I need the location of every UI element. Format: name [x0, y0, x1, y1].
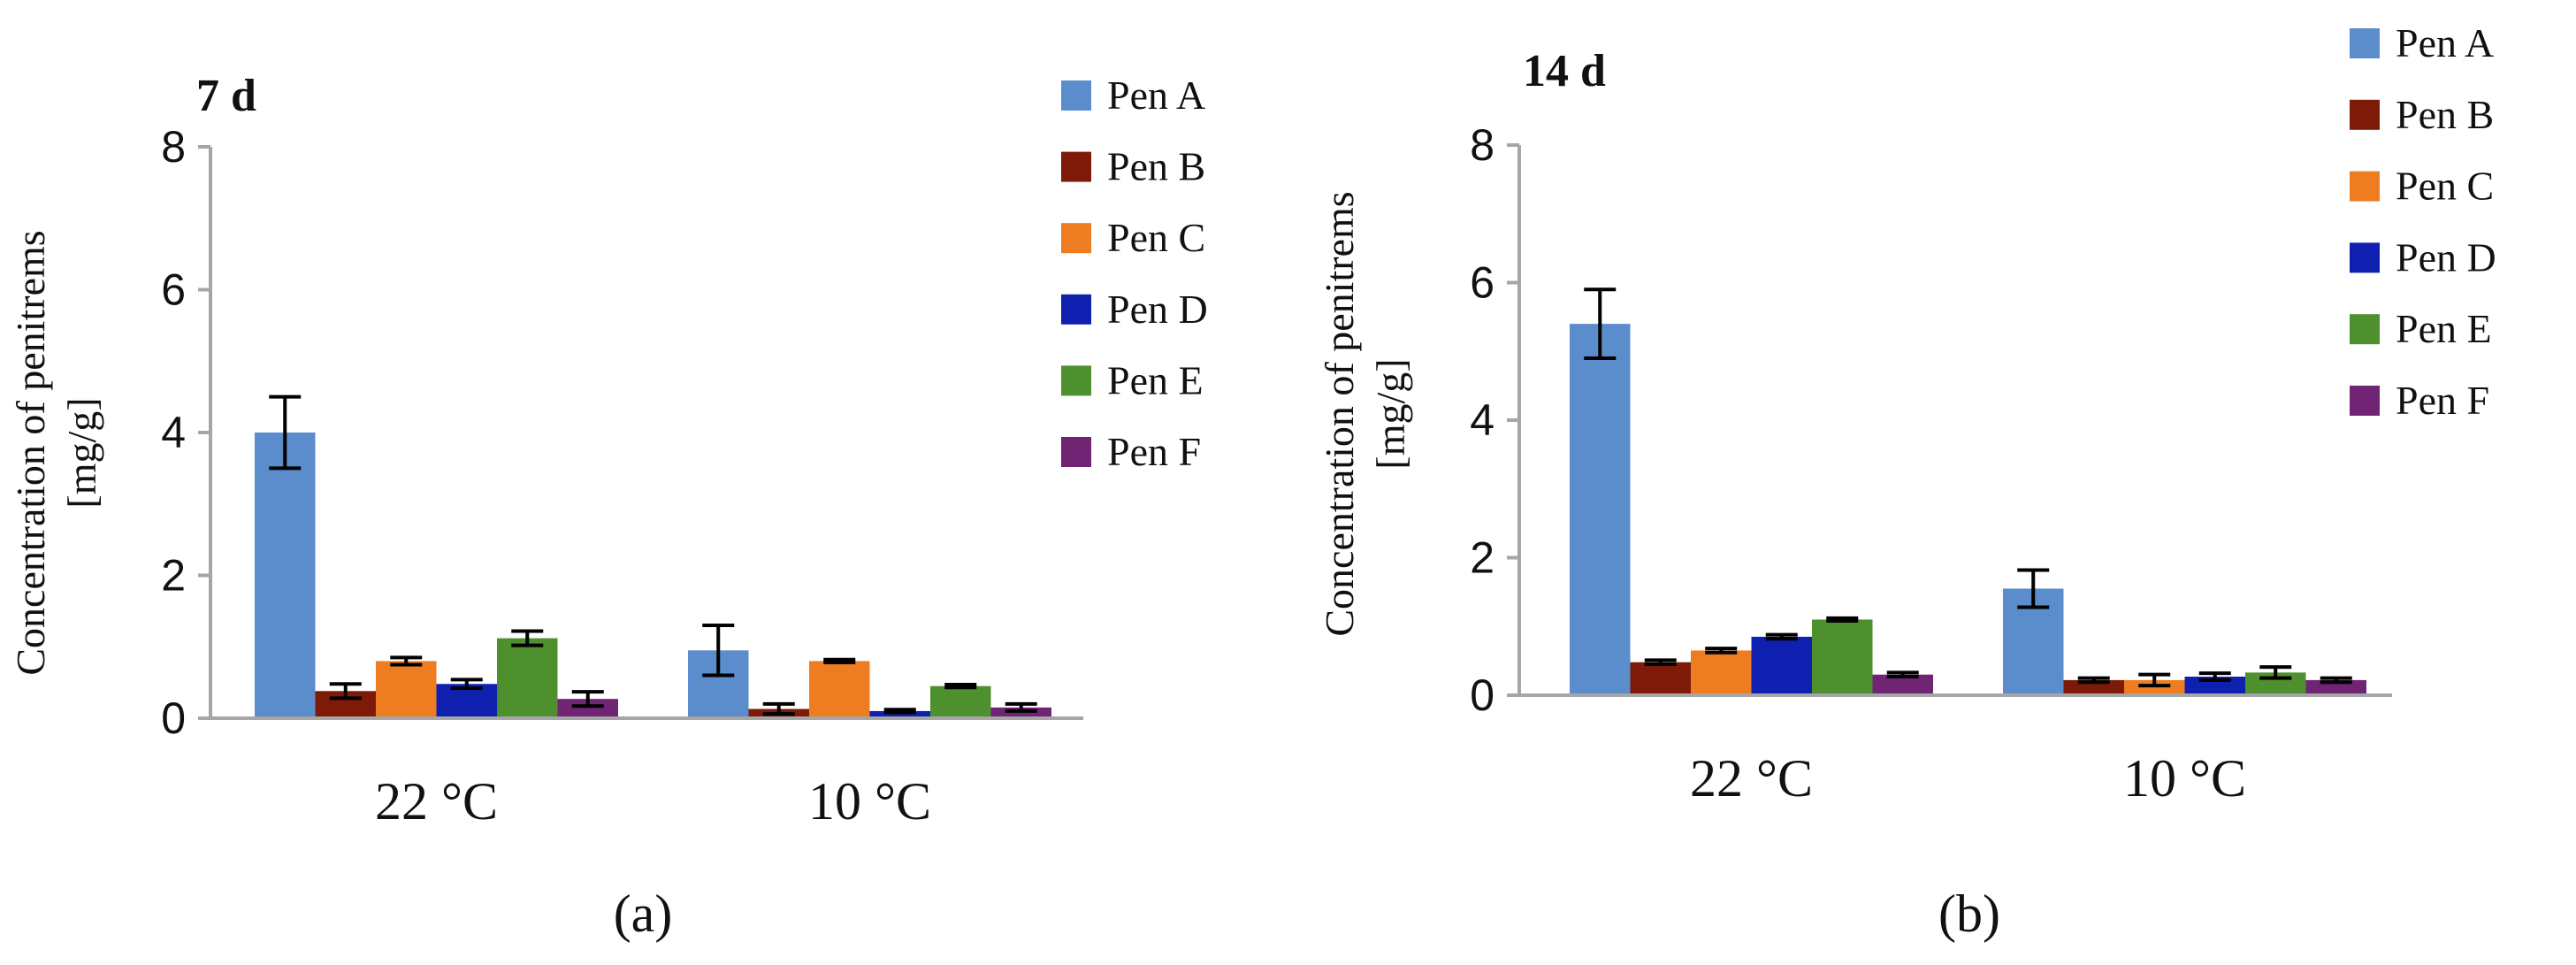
bar — [1691, 650, 1752, 695]
legend-swatch — [1061, 294, 1091, 325]
bar — [376, 661, 437, 718]
legend-swatch — [2350, 314, 2380, 345]
legend-swatch — [2350, 171, 2380, 202]
y-tick-label: 4 — [161, 408, 186, 457]
legend-label: Pen D — [1107, 287, 1208, 332]
panel-caption: (a) — [614, 885, 673, 943]
panel-caption: (b) — [1938, 885, 2000, 943]
bar — [1630, 662, 1691, 695]
y-axis-label-line1: Concentration of penitrems — [8, 230, 53, 675]
bar — [1570, 324, 1631, 695]
y-tick-label: 2 — [161, 551, 186, 601]
legend-swatch — [2350, 28, 2380, 58]
bar — [1872, 674, 1933, 695]
bar — [255, 433, 316, 718]
legend-swatch — [2350, 99, 2380, 130]
y-axis-label-line2: [mg/g] — [1368, 358, 1413, 469]
y-axis-label-line1: Concentration of penitrems — [1317, 191, 1362, 636]
legend-label: Pen B — [2396, 92, 2494, 137]
x-category-label: 22 °C — [1690, 749, 1813, 808]
y-tick-label: 4 — [1470, 395, 1494, 445]
y-tick-label: 8 — [161, 122, 186, 172]
bar — [1751, 636, 1812, 695]
x-category-label: 22 °C — [375, 772, 498, 831]
chart-panel-b: 14 d Concentration of penitrems [mg/g] (… — [1317, 20, 2496, 943]
bar — [1812, 619, 1873, 695]
legend-label: Pen A — [2396, 20, 2494, 65]
y-tick-label: 6 — [161, 265, 186, 315]
legend-label: Pen B — [1107, 144, 1205, 189]
legend-swatch — [1061, 223, 1091, 254]
legend-label: Pen F — [1107, 429, 1201, 474]
y-tick-label: 6 — [1470, 258, 1494, 308]
legend-label: Pen D — [2396, 234, 2496, 280]
legend-swatch — [2350, 242, 2380, 273]
y-tick-label: 2 — [1470, 533, 1494, 583]
bar — [930, 685, 991, 718]
x-category-label: 10 °C — [808, 772, 931, 831]
bar — [869, 710, 930, 718]
legend-label: Pen A — [1107, 73, 1205, 118]
chart-title: 7 d — [196, 71, 256, 121]
legend-label: Pen E — [1107, 357, 1204, 402]
legend-label: Pen E — [2396, 306, 2492, 351]
y-tick-label: 0 — [1470, 670, 1494, 720]
bar — [557, 699, 618, 718]
legend-swatch — [2350, 386, 2380, 416]
legend-swatch — [1061, 437, 1091, 467]
legend-label: Pen F — [2396, 378, 2489, 423]
y-axis-label-line2: [mg/g] — [59, 397, 104, 508]
bar — [497, 638, 558, 718]
chart-panel-a: 7 d Concentration of penitrems [mg/g] (a… — [8, 71, 1208, 943]
legend-swatch — [1061, 151, 1091, 182]
legend-swatch — [1061, 365, 1091, 396]
y-tick-label: 8 — [1470, 120, 1494, 170]
y-tick-label: 0 — [161, 693, 186, 743]
bar — [809, 661, 870, 718]
legend-swatch — [1061, 80, 1091, 111]
chart-title: 14 d — [1523, 46, 1606, 96]
legend-label: Pen C — [2396, 164, 2494, 209]
legend-label: Pen C — [1107, 215, 1205, 260]
x-category-label: 10 °C — [2123, 749, 2246, 808]
